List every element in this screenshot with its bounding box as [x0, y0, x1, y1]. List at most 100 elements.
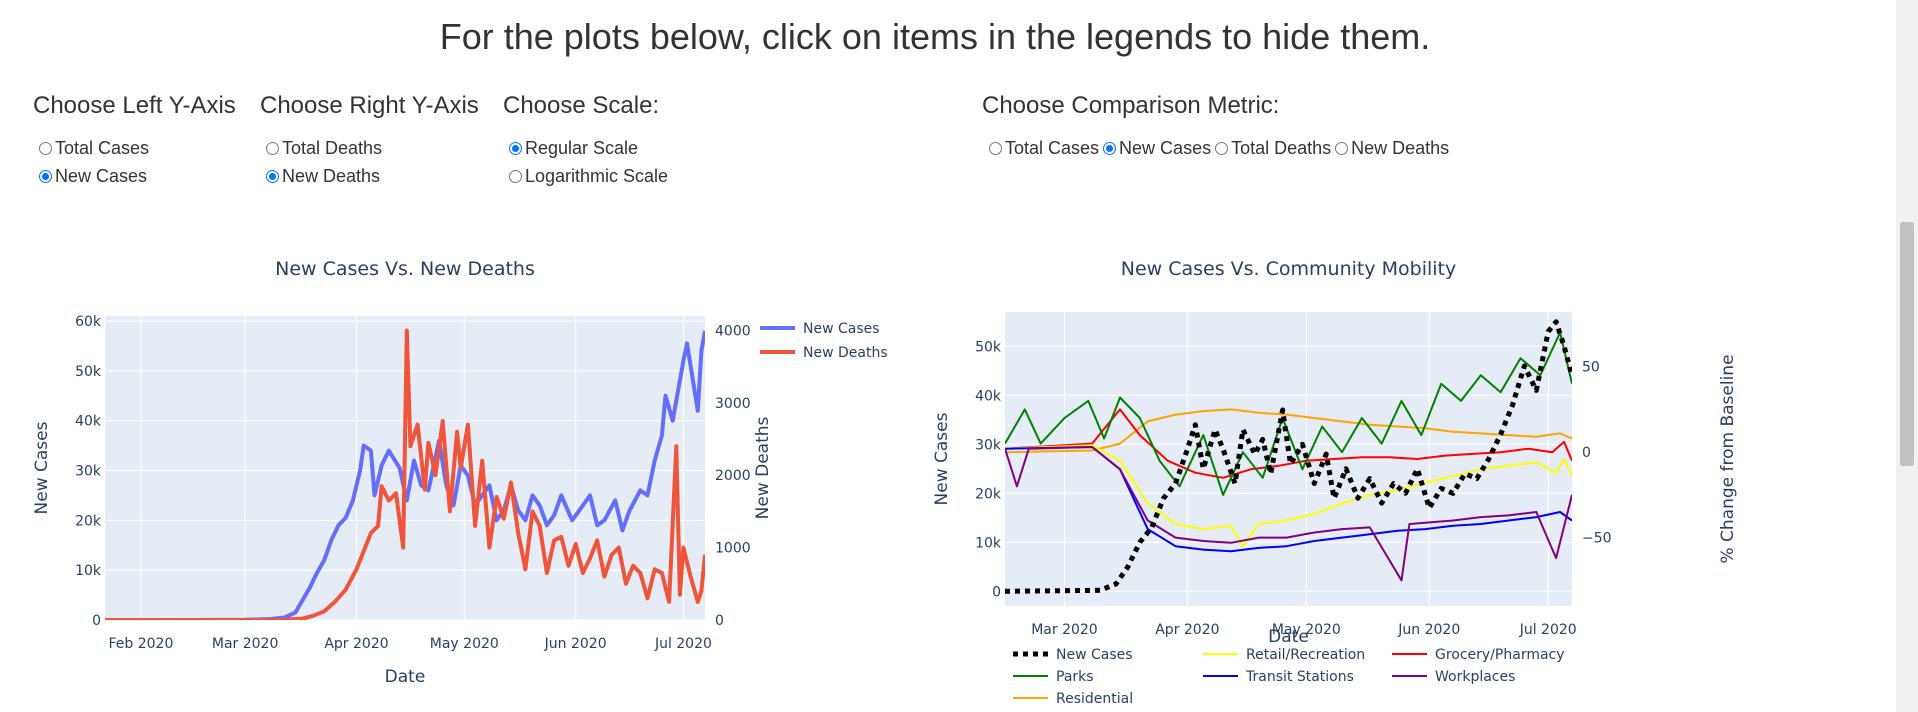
x-tick-label: Mar 2020 [212, 636, 279, 652]
x-tick-label: May 2020 [430, 636, 499, 652]
right-axis-title: Choose Right Y-Axis [260, 92, 479, 119]
series-group [105, 328, 705, 620]
legend-label: New Cases [1056, 647, 1133, 663]
series-line-new-deaths [105, 328, 705, 620]
radio-label: Total Deaths [282, 138, 383, 158]
y-tick-label: 50k [975, 339, 1002, 355]
legend-label: New Cases [803, 321, 880, 337]
x-tick-label: Feb 2020 [108, 636, 173, 652]
radio-indicator[interactable] [1103, 142, 1117, 155]
radio-right-total-deaths[interactable]: Total Deaths [266, 138, 382, 159]
radio-left-total-cases[interactable]: Total Cases [39, 138, 149, 159]
x-axis-title: Date [1268, 627, 1309, 647]
y2-tick-label: 0 [1582, 445, 1591, 461]
radio-label: Regular Scale [525, 138, 639, 158]
legend-label: Grocery/Pharmacy [1435, 647, 1565, 663]
left-axis-title: Choose Left Y-Axis [33, 92, 236, 119]
radio-label: New Deaths [1351, 138, 1450, 158]
series-line-transit-stations [1005, 446, 1572, 553]
legend-label: Workplaces [1435, 669, 1515, 685]
radio-label: New Cases [55, 166, 148, 186]
y-axis-title: New Cases [32, 421, 52, 514]
y-tick-label: 10k [75, 563, 102, 579]
y-tick-label: 50k [75, 364, 102, 380]
y-tick-label: 0 [92, 613, 101, 629]
legend-item[interactable]: Workplaces [1392, 669, 1515, 685]
chart-title: New Cases Vs. New Deaths [275, 258, 535, 280]
y2-axis-title: % Change from Baseline [1718, 354, 1738, 563]
legend-label: Parks [1056, 669, 1094, 685]
legend-item[interactable]: Grocery/Pharmacy [1392, 647, 1565, 663]
page-headline: For the plots below, click on items in t… [439, 16, 1431, 57]
y-tick-label: 20k [975, 486, 1002, 502]
legend-item[interactable]: Residential [1013, 691, 1133, 707]
legend-item[interactable]: Transit Stations [1203, 669, 1354, 685]
y2-tick-label: 4000 [715, 323, 751, 339]
radio-left-new-cases[interactable]: New Cases [39, 166, 147, 187]
legend-item[interactable]: Parks [1013, 669, 1094, 685]
series-line-new-cases [1005, 319, 1572, 594]
legend-item[interactable]: New Cases [1013, 647, 1133, 663]
radio-indicator[interactable] [1215, 142, 1229, 155]
radio-indicator[interactable] [266, 170, 279, 183]
x-axis-title: Date [385, 667, 426, 687]
legend-label: Residential [1056, 691, 1133, 707]
y-tick-label: 0 [992, 584, 1001, 600]
y-tick-label: 30k [975, 437, 1002, 453]
x-tick-label: Jul 2020 [1519, 622, 1577, 638]
radio-indicator[interactable] [39, 142, 52, 155]
page-scrollbar[interactable] [1896, 0, 1918, 712]
radio-indicator[interactable] [509, 142, 522, 155]
series-line-workplaces [1005, 446, 1572, 582]
x-tick-label: May 2020 [1272, 622, 1341, 638]
radio-compare-total-deaths[interactable]: Total Deaths [1215, 138, 1331, 159]
chart-title: New Cases Vs. Community Mobility [1121, 258, 1457, 280]
series-group [1005, 319, 1572, 594]
y2-tick-label: 3000 [715, 396, 751, 412]
series-line-parks [1005, 331, 1572, 496]
y-tick-label: 30k [75, 463, 102, 479]
radio-indicator[interactable] [266, 142, 279, 155]
comparison-radio-group: Total Cases New Cases Total Deaths New D… [989, 138, 1453, 159]
y-axis-title: New Cases [932, 412, 952, 505]
series-line-grocery-pharmacy [1005, 408, 1572, 479]
radio-indicator[interactable] [1335, 142, 1349, 155]
series-line-residential [1005, 408, 1572, 454]
radio-logarithmic-scale[interactable]: Logarithmic Scale [509, 166, 668, 187]
scrollbar-thumb[interactable] [1900, 222, 1914, 466]
x-tick-label: Apr 2020 [324, 636, 388, 652]
legend-item[interactable]: New Cases [760, 321, 880, 337]
series-line-retail-recreation [1005, 444, 1572, 548]
chart-new-cases-vs-mobility[interactable]: New Cases Vs. Community Mobility Mar 2020… [900, 240, 1895, 712]
radio-label: New Deaths [282, 166, 381, 186]
y2-tick-label: 0 [715, 613, 724, 629]
radio-indicator[interactable] [509, 170, 522, 183]
legend-item[interactable]: Retail/Recreation [1203, 647, 1365, 663]
y-tick-label: 40k [975, 388, 1002, 404]
y2-tick-label: 50 [1582, 360, 1600, 376]
legend-label: New Deaths [803, 345, 888, 361]
x-tick-label: Jul 2020 [654, 636, 712, 652]
x-tick-label: Mar 2020 [1031, 622, 1098, 638]
chart-new-cases-vs-new-deaths[interactable]: New Cases Vs. New Deaths Feb 2020 Mar 2020… [0, 240, 940, 712]
x-tick-label: Jun 2020 [1397, 622, 1460, 638]
radio-label: Total Deaths [1231, 138, 1332, 158]
legend-item[interactable]: New Deaths [760, 345, 888, 361]
x-tick-label: Jun 2020 [544, 636, 607, 652]
y2-tick-label: 2000 [715, 468, 751, 484]
radio-right-new-deaths[interactable]: New Deaths [266, 166, 380, 187]
y2-tick-label: 1000 [715, 541, 751, 557]
radio-regular-scale[interactable]: Regular Scale [509, 138, 638, 159]
scale-title: Choose Scale: [503, 92, 660, 119]
y-tick-label: 20k [75, 513, 102, 529]
y2-tick-label: −50 [1582, 531, 1612, 547]
radio-indicator[interactable] [39, 170, 52, 183]
radio-compare-new-cases[interactable]: New Cases [1103, 138, 1211, 159]
radio-label: Logarithmic Scale [525, 166, 669, 186]
radio-label: Total Cases [1005, 138, 1100, 158]
radio-compare-total-cases[interactable]: Total Cases [989, 138, 1099, 159]
y-tick-label: 60k [75, 314, 102, 330]
radio-indicator[interactable] [989, 142, 1002, 155]
radio-label: Total Cases [55, 138, 150, 158]
radio-compare-new-deaths[interactable]: New Deaths [1335, 138, 1449, 159]
